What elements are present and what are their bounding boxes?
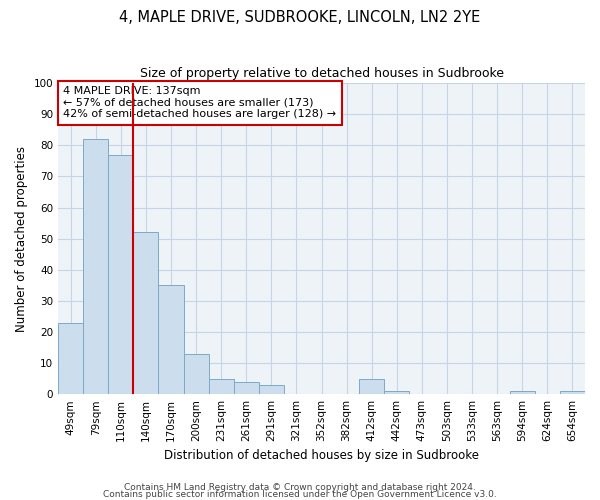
Bar — [108, 154, 133, 394]
Bar — [58, 322, 83, 394]
Y-axis label: Number of detached properties: Number of detached properties — [15, 146, 28, 332]
Title: Size of property relative to detached houses in Sudbrooke: Size of property relative to detached ho… — [140, 68, 503, 80]
Bar — [133, 232, 158, 394]
Text: Contains HM Land Registry data © Crown copyright and database right 2024.: Contains HM Land Registry data © Crown c… — [124, 484, 476, 492]
Bar — [560, 391, 585, 394]
Bar — [510, 391, 535, 394]
Text: 4, MAPLE DRIVE, SUDBROOKE, LINCOLN, LN2 2YE: 4, MAPLE DRIVE, SUDBROOKE, LINCOLN, LN2 … — [119, 10, 481, 25]
Bar — [359, 378, 384, 394]
Bar — [83, 139, 108, 394]
Bar — [384, 391, 409, 394]
Bar — [209, 378, 233, 394]
Bar — [158, 286, 184, 394]
Text: Contains public sector information licensed under the Open Government Licence v3: Contains public sector information licen… — [103, 490, 497, 499]
Text: 4 MAPLE DRIVE: 137sqm
← 57% of detached houses are smaller (173)
42% of semi-det: 4 MAPLE DRIVE: 137sqm ← 57% of detached … — [64, 86, 337, 120]
X-axis label: Distribution of detached houses by size in Sudbrooke: Distribution of detached houses by size … — [164, 450, 479, 462]
Bar — [184, 354, 209, 394]
Bar — [233, 382, 259, 394]
Bar — [259, 385, 284, 394]
